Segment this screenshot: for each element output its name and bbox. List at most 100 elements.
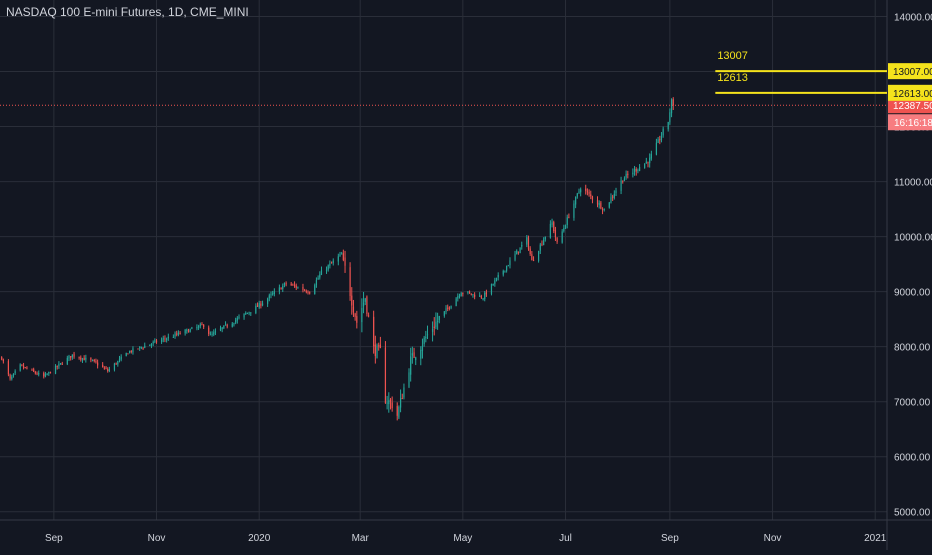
- x-tick-label: 2021: [864, 533, 887, 544]
- candle-body: [484, 292, 486, 300]
- candle-body: [601, 209, 604, 211]
- y-tick-label: 9000.00: [894, 288, 931, 299]
- candle-body: [327, 265, 329, 270]
- candle-body: [258, 302, 260, 308]
- candle-body: [468, 292, 471, 294]
- candle-body: [514, 254, 516, 260]
- candle-body: [526, 237, 528, 245]
- candle-body: [341, 253, 343, 255]
- candle-body: [293, 284, 296, 286]
- candle-body: [189, 329, 191, 332]
- candle-body: [543, 239, 545, 245]
- candle-body: [659, 139, 661, 141]
- y-tick-label: 14000.00: [894, 13, 932, 24]
- candle-body: [411, 353, 413, 356]
- candle-body: [578, 191, 580, 193]
- candle-body: [344, 257, 346, 266]
- candle-body: [118, 358, 121, 361]
- candle-body: [48, 371, 50, 374]
- candle-body: [115, 363, 117, 365]
- candle-body: [214, 331, 217, 333]
- candle-body: [615, 190, 617, 193]
- candle-body: [386, 402, 388, 404]
- candle-body: [573, 203, 575, 218]
- candle-body: [492, 284, 494, 286]
- candle-body: [325, 269, 328, 271]
- candle-body: [669, 112, 671, 123]
- level-axis-label: 13007.00: [893, 67, 932, 78]
- candle-body: [672, 99, 674, 106]
- candle-body: [235, 320, 237, 323]
- candle-body: [645, 161, 647, 163]
- last-price-label: 12387.50: [893, 101, 932, 112]
- candle-body: [608, 202, 610, 208]
- candle-body: [73, 353, 75, 357]
- candle-body: [447, 307, 449, 309]
- candle-body: [198, 325, 200, 328]
- candle-body: [221, 327, 223, 330]
- candle-body: [647, 161, 649, 164]
- candle-body: [554, 230, 557, 238]
- candle-body: [650, 154, 652, 159]
- candle-body: [191, 327, 193, 329]
- candle-body: [423, 337, 425, 344]
- candle-body: [421, 345, 424, 352]
- candle-body: [627, 173, 629, 175]
- candle-body: [568, 217, 570, 219]
- candle-body: [361, 307, 363, 323]
- candle-body: [213, 332, 215, 335]
- candle-body: [177, 332, 180, 335]
- candle-body: [66, 357, 68, 365]
- candle-body: [268, 295, 270, 299]
- candle-body: [12, 373, 15, 377]
- candle-body: [426, 334, 429, 336]
- candle-body: [273, 291, 275, 295]
- candle-body: [655, 142, 658, 155]
- candle-body: [139, 346, 141, 349]
- candle-body: [635, 168, 637, 172]
- candle-body: [186, 329, 188, 331]
- candle-body: [532, 259, 535, 261]
- candle-body: [479, 295, 481, 297]
- candle-body: [467, 291, 469, 293]
- candle-body: [596, 199, 599, 205]
- candle-body: [470, 293, 472, 295]
- candle-body: [282, 285, 284, 289]
- candle-body: [485, 292, 488, 295]
- candle-body: [272, 293, 274, 295]
- candle-body: [61, 363, 63, 365]
- candle-body: [297, 287, 299, 289]
- candle-body: [97, 362, 99, 366]
- candle-body: [482, 298, 484, 300]
- candle-body: [56, 365, 58, 367]
- candle-body: [610, 197, 612, 203]
- candle-body: [517, 251, 519, 253]
- candle-body: [203, 324, 205, 328]
- y-tick-label: 5000.00: [894, 508, 931, 519]
- candle-body: [302, 286, 304, 291]
- candle-body: [127, 353, 129, 355]
- candle-body: [314, 285, 316, 294]
- y-tick-label: 10000.00: [894, 233, 932, 244]
- x-tick-label: Sep: [45, 533, 63, 544]
- y-tick-label: 8000.00: [894, 343, 931, 354]
- candle-body: [576, 193, 578, 197]
- candle-body: [455, 298, 457, 307]
- candle-body: [226, 325, 228, 327]
- candle-body: [31, 369, 33, 371]
- candle-body: [373, 316, 375, 347]
- candle-body: [551, 222, 553, 225]
- candle-body: [71, 354, 73, 358]
- candle-body: [612, 196, 614, 198]
- candle-body: [155, 340, 158, 343]
- candle-body: [309, 292, 311, 294]
- x-tick-label: Jul: [559, 533, 572, 544]
- candle-body: [521, 245, 523, 247]
- candle-body: [108, 369, 111, 372]
- candle-body: [504, 270, 506, 272]
- candle-body: [391, 402, 393, 409]
- candle-body: [128, 351, 131, 354]
